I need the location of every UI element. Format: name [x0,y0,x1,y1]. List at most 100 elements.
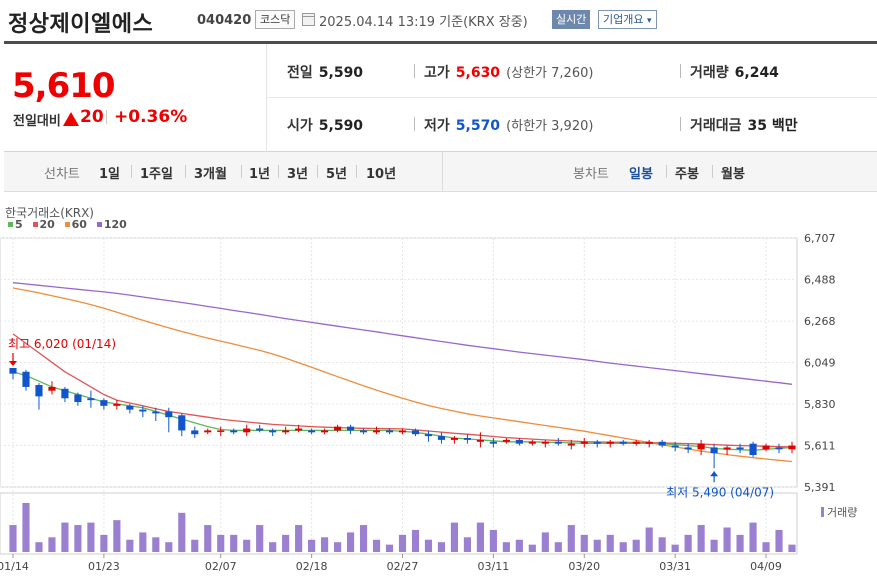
tab-1d[interactable]: 1일 [99,167,121,182]
candle-body [35,385,43,397]
tab-separator [241,165,242,178]
amount-label: 거래대금 [690,118,742,134]
y-tick-label: 6,488 [804,273,836,286]
tab-weekly[interactable]: 주봉 [675,167,699,182]
tab-3m[interactable]: 3개월 [194,167,227,182]
chart-source: 한국거래소(KRX) [5,206,94,220]
volume-bar [710,539,718,552]
candle-body [152,411,160,414]
open-price: 시가 5,590 [287,115,363,135]
candle-body [463,437,471,440]
candle-body [139,409,147,412]
volume-bar [48,537,56,552]
volume-bar [372,539,381,552]
candle-body [749,443,757,456]
high-annotation: 최고 6,020 (01/14) [8,337,116,351]
stock-chart[interactable]: 6,707 6,488 6,268 6,049 5,830 5,611 5,391 01/14… [0,230,877,587]
legend-ma5: 5 [8,218,23,231]
volume-swatch [821,507,824,517]
high-price: 고가 5,630 (상한가 7,260) [424,62,593,82]
volume-bar [321,537,329,552]
volume-plot-frame [0,492,798,555]
tab-separator [712,165,713,178]
change-separator [106,110,107,124]
cell-separator [414,64,415,78]
candle-body [671,445,679,448]
candle-body [437,436,446,440]
candle-body [9,367,17,374]
volume-value: 6,244 [734,65,779,81]
volume-bar [191,539,199,552]
x-tick-label: 04/09 [750,560,782,573]
volume-bar [593,539,601,552]
market-badge: 코스닥 [255,10,296,29]
volume-bar [762,542,770,552]
volume-bar [554,542,562,552]
volume-bar [502,542,510,552]
legend-swatch [32,222,38,227]
high-label: 고가 [424,65,450,81]
volume-bar [606,534,614,552]
low-price: 저가 5,570 (하한가 3,920) [424,115,593,135]
candle-body [334,426,342,431]
x-tick-label: 03/31 [659,560,691,573]
upper-limit: (상한가 7,260) [506,66,594,81]
chevron-down-icon: ▾ [646,16,652,26]
ma-legend: 5 20 60 120 [8,218,133,231]
cell-separator [680,64,681,78]
volume-bar [178,512,186,552]
tab-daily[interactable]: 일봉 [629,167,653,182]
period-tabs: 선차트 1일 1주일 3개월 1년 3년 5년 10년 봉차트 일봉 주봉 월봉 [4,152,877,192]
volume-bar [580,534,588,552]
candle-body [762,445,770,450]
volume-bar [489,529,497,552]
candle-body [424,434,433,437]
prev-close-label: 전일 [287,65,313,81]
volume-bar [775,529,783,552]
cell-separator [680,117,681,131]
high-value: 5,630 [455,65,501,81]
candle-body [398,430,407,433]
candle-body [723,447,731,450]
volume-bar [424,539,433,552]
tab-1w[interactable]: 1주일 [140,167,173,182]
volume-bar [282,534,290,552]
candle-body [658,441,666,446]
realtime-button[interactable]: 실시간 [552,10,591,29]
volume-bar [567,525,575,552]
tab-10y[interactable]: 10년 [366,167,397,182]
volume-bar [541,532,549,552]
candle-body [580,441,588,444]
volume-bar [113,520,121,552]
low-annotation: 최저 5,490 (04/07) [666,485,774,499]
legend-label: 5 [15,218,23,231]
change-percent: +0.36% [114,107,188,127]
open-label: 시가 [287,118,313,134]
candle-body [217,430,225,432]
candle-body [775,447,783,450]
volume-bar [9,525,17,552]
tab-3y[interactable]: 3년 [287,167,309,182]
tab-1y[interactable]: 1년 [249,167,271,182]
candle-body [606,441,614,444]
cell-separator [414,117,415,131]
company-overview-button[interactable]: 기업개요 ▾ [598,10,657,29]
volume-bar [204,525,212,552]
y-tick-label: 5,611 [804,439,836,452]
candle-body [385,430,394,433]
tab-monthly[interactable]: 월봉 [721,167,745,182]
change-label: 전일대비 [13,114,61,129]
y-tick-label: 6,268 [804,315,836,328]
candle-body [269,430,277,433]
legend-ma120: 120 [96,218,127,231]
y-tick-label: 5,391 [804,481,836,494]
tab-5y[interactable]: 5년 [326,167,348,182]
volume-bar [308,539,316,552]
candle-body [450,437,459,440]
volume-bar [256,525,264,552]
volume-bar [632,539,640,552]
ma120-line [12,282,793,385]
legend-label: 20 [39,218,55,231]
lower-limit: (하한가 3,920) [506,119,594,134]
candle-body [204,430,212,433]
